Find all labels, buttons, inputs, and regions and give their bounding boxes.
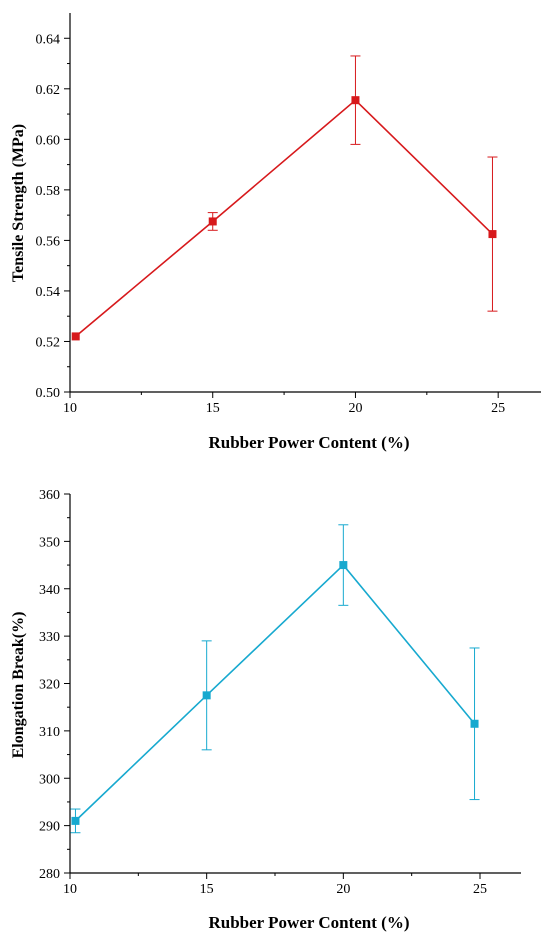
y-tick-label: 290 xyxy=(39,820,60,835)
y-tick-label: 0.54 xyxy=(36,285,61,300)
y-tick-label: 330 xyxy=(39,630,60,645)
y-tick-label: 300 xyxy=(39,772,60,787)
series-line xyxy=(74,563,476,822)
chart0-x-axis-label: Rubber Power Content (%) xyxy=(209,433,410,452)
y-tick-label: 0.62 xyxy=(36,83,61,98)
x-tick-label: 20 xyxy=(348,401,362,416)
y-tick-label: 0.60 xyxy=(36,133,61,148)
y-tick-label: 340 xyxy=(39,583,60,598)
data-point xyxy=(71,816,80,825)
chart1-x-axis-label: Rubber Power Content (%) xyxy=(209,913,410,932)
x-tick-label: 20 xyxy=(336,882,350,897)
y-tick-label: 280 xyxy=(39,867,60,882)
data-point xyxy=(339,561,348,570)
x-tick-label: 25 xyxy=(491,401,505,416)
x-tick-label: 10 xyxy=(63,882,77,897)
data-point xyxy=(470,719,479,728)
data-point xyxy=(202,691,211,700)
y-tick-label: 0.64 xyxy=(36,32,61,47)
y-tick-label: 0.50 xyxy=(36,386,61,401)
chart1-y-axis-label: Elongation Break(%) xyxy=(10,612,27,759)
y-tick-label: 350 xyxy=(39,535,60,550)
data-point xyxy=(351,96,360,105)
chart0-y-axis-label: Tensile Strength (MPa) xyxy=(10,124,27,282)
y-tick-label: 0.56 xyxy=(36,234,61,249)
elongation-break-chart: Rubber Power Content (%) Elongation Brea… xyxy=(10,488,521,932)
y-tick-label: 310 xyxy=(39,725,60,740)
data-point xyxy=(488,230,497,239)
x-tick-label: 15 xyxy=(206,401,220,416)
series-line xyxy=(75,99,494,338)
data-point xyxy=(208,217,217,226)
x-tick-label: 25 xyxy=(473,882,487,897)
x-tick-label: 15 xyxy=(200,882,214,897)
y-tick-label: 0.58 xyxy=(36,184,61,199)
x-tick-label: 10 xyxy=(63,401,77,416)
tensile-strength-chart: Rubber Power Content (%) Tensile Strengt… xyxy=(10,13,541,452)
y-tick-label: 0.52 xyxy=(36,335,61,350)
y-tick-label: 320 xyxy=(39,678,60,693)
y-tick-label: 360 xyxy=(39,488,60,503)
data-point xyxy=(71,332,80,341)
